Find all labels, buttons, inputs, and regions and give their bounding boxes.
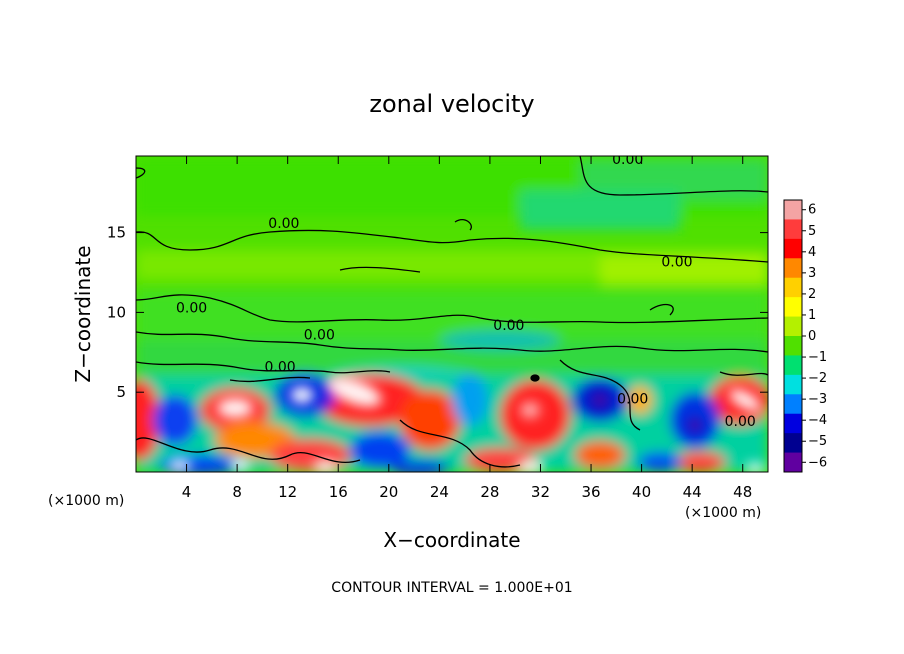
- colorbar-swatch: [784, 297, 802, 318]
- x-tick-label: 4: [182, 483, 192, 501]
- contour-label: 0.00: [265, 360, 296, 376]
- x-axis-ticks: 4 8 12 16 20 24 28 32 36 40 44 48: [182, 156, 752, 501]
- x-tick-label: 16: [329, 483, 348, 501]
- y-tick-label: 10: [107, 303, 126, 321]
- plot-frame: [135, 155, 769, 473]
- contour-interval-note: CONTOUR INTERVAL = 1.000E+01: [331, 580, 572, 596]
- colorbar-tick-label: 2: [808, 287, 816, 302]
- x-tick-label: 32: [531, 483, 550, 501]
- x-unit-label-right: (×1000 m): [685, 505, 761, 521]
- colorbar-swatch: [784, 413, 802, 434]
- x-tick-label: 48: [733, 483, 752, 501]
- colorbar-tick-label: −2: [808, 371, 827, 386]
- colorbar-tick-label: −4: [808, 413, 827, 428]
- colorbar-swatch: [784, 200, 802, 220]
- colorbar-tick-label: −5: [808, 434, 827, 449]
- colorbar-tick-label: 3: [808, 266, 816, 281]
- x-tick-label: 8: [232, 483, 242, 501]
- y-axis-ticks: 5 10 15: [107, 224, 768, 401]
- x-tick-label: 24: [430, 483, 449, 501]
- colorbar-swatch: [784, 258, 802, 279]
- x-tick-label: 20: [379, 483, 398, 501]
- x-tick-label: 44: [683, 483, 702, 501]
- contour-label: 0.00: [493, 318, 524, 334]
- colorbar-tick-label: 1: [808, 308, 816, 323]
- colorbar-tick-label: −6: [808, 455, 827, 470]
- contour-label: 0.00: [176, 301, 207, 317]
- x-tick-label: 28: [480, 483, 499, 501]
- colorbar-tick-label: −1: [808, 350, 827, 365]
- colorbar-tick-label: 6: [808, 203, 816, 218]
- x-tick-label: 36: [581, 483, 600, 501]
- colorbar-tick-label: 4: [808, 245, 816, 260]
- colorbar: 6 5 4 3 2 1 0 −1 −2 −3 −4 −5 −6: [783, 199, 827, 473]
- colorbar-swatch: [784, 238, 802, 259]
- contour-lines: [136, 156, 768, 468]
- contour-label: 0.00: [268, 216, 299, 232]
- colorbar-swatch: [784, 219, 802, 240]
- colorbar-tick-label: −3: [808, 392, 827, 407]
- colorbar-tick-label: 0: [808, 329, 816, 344]
- heatmap-field: 0.00 0.00 0.00 0.00 0.00 0.00 0.00 0.00 0.00: [136, 152, 768, 472]
- x-tick-label: 40: [632, 483, 651, 501]
- colorbar-tick-label: 5: [808, 224, 816, 239]
- y-tick-label: 15: [107, 224, 126, 242]
- colorbar-swatch: [784, 374, 802, 395]
- y-axis-label: Z−coordinate: [71, 245, 95, 382]
- contour-label: 0.00: [725, 414, 756, 430]
- x-axis-label: X−coordinate: [383, 528, 520, 552]
- colorbar-swatch: [784, 433, 802, 454]
- y-tick-label: 5: [116, 383, 126, 401]
- x-tick-label: 12: [278, 483, 297, 501]
- colorbar-swatch: [784, 355, 802, 376]
- chart-title: zonal velocity: [369, 90, 534, 118]
- colorbar-swatch: [784, 452, 802, 473]
- contour-label: 0.00: [304, 328, 335, 344]
- x-unit-label-left: (×1000 m): [48, 493, 124, 509]
- contour-label: 0.00: [661, 254, 692, 270]
- contour-label: 0.00: [612, 152, 643, 168]
- colorbar-swatch: [784, 277, 802, 298]
- contour-labels: 0.00 0.00 0.00 0.00 0.00 0.00 0.00 0.00 0.00: [176, 152, 756, 430]
- colorbar-swatch: [784, 336, 802, 356]
- colorbar-swatch: [784, 316, 802, 337]
- contour-label: 0.00: [617, 392, 648, 408]
- colorbar-swatch: [784, 394, 802, 415]
